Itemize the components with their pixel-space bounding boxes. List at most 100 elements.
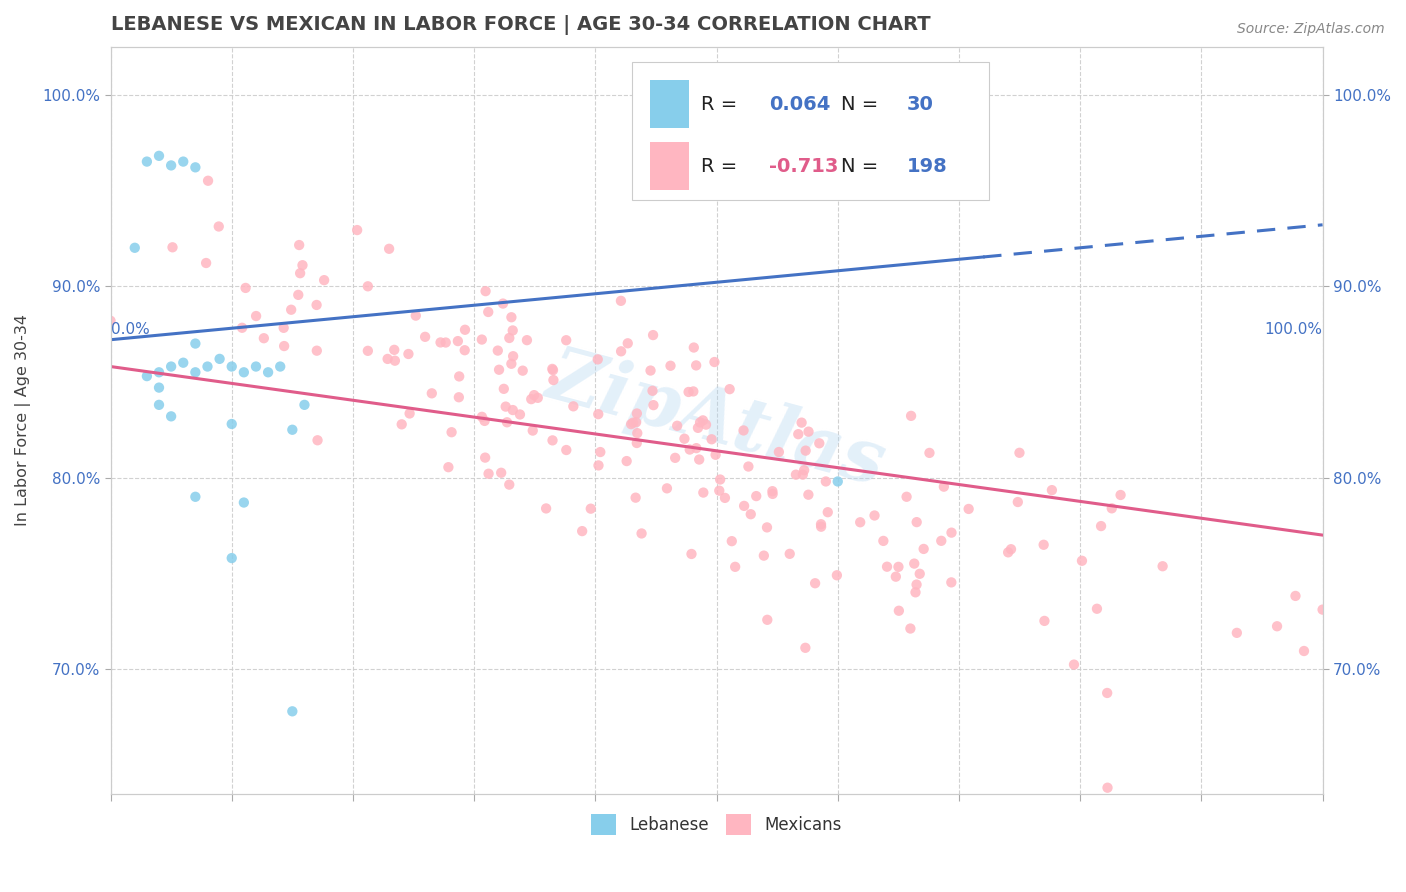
Point (281, 423, 304, 437)
Point (733, 499, 755, 513)
Point (630, 526, 652, 541)
Point (740, 507, 762, 521)
Point (666, 418, 689, 433)
Point (695, 417, 717, 432)
Point (221, 359, 243, 374)
Point (1032, 538, 1054, 552)
Point (160, 158, 183, 172)
Point (810, 517, 832, 532)
Point (905, 515, 928, 529)
Point (1008, 446, 1031, 460)
Point (756, 520, 779, 534)
Point (543, 373, 565, 387)
Point (314, 273, 336, 287)
Point (673, 432, 696, 446)
Point (273, 339, 295, 353)
Point (797, 425, 820, 439)
Point (904, 585, 927, 599)
Point (1033, 614, 1056, 628)
Point (541, 363, 564, 377)
Point (787, 427, 810, 442)
Point (501, 357, 523, 371)
Point (541, 362, 564, 376)
Point (825, 568, 848, 582)
Point (616, 336, 638, 351)
Point (405, 309, 427, 323)
Point (437, 460, 460, 475)
Point (534, 501, 557, 516)
Point (391, 417, 413, 432)
Point (641, 328, 664, 343)
Point (688, 452, 710, 467)
Point (709, 483, 731, 498)
Point (588, 458, 610, 473)
Point (489, 466, 512, 480)
Point (752, 549, 775, 563)
FancyBboxPatch shape (631, 62, 990, 200)
Point (903, 557, 925, 571)
Point (714, 491, 737, 505)
Point (808, 436, 831, 450)
Point (232, 495, 254, 509)
Point (135, 369, 157, 384)
Point (941, 575, 963, 590)
Point (245, 309, 267, 323)
Point (872, 533, 894, 548)
Point (454, 323, 477, 337)
Point (1284, 589, 1306, 603)
Point (1090, 519, 1112, 533)
Point (377, 351, 399, 366)
Point (541, 434, 564, 448)
Point (588, 407, 610, 421)
Point (495, 400, 517, 414)
Point (686, 421, 709, 435)
Point (685, 359, 707, 373)
Point (197, 174, 219, 188)
Point (1007, 495, 1029, 509)
Point (1000, 542, 1022, 557)
Point (184, 161, 207, 175)
Point (768, 445, 790, 459)
Point (1095, 686, 1118, 700)
Point (1085, 601, 1108, 615)
Text: 30: 30 (907, 95, 934, 113)
Point (305, 343, 328, 358)
Point (762, 487, 785, 501)
Point (1063, 657, 1085, 672)
Point (827, 475, 849, 489)
Point (396, 347, 419, 361)
Point (810, 519, 832, 533)
Point (429, 335, 451, 350)
Point (887, 604, 910, 618)
Point (692, 485, 714, 500)
Point (486, 343, 509, 358)
Legend: Lebanese, Mexicans: Lebanese, Mexicans (585, 808, 848, 841)
Point (291, 258, 314, 272)
Point (610, 293, 633, 308)
Point (471, 409, 494, 424)
Point (793, 463, 815, 477)
Point (135, 154, 157, 169)
Point (761, 484, 783, 499)
Point (384, 353, 406, 368)
Point (447, 390, 470, 404)
Point (664, 450, 686, 465)
Point (929, 533, 952, 548)
Text: 0.064: 0.064 (769, 95, 830, 113)
Point (440, 425, 463, 440)
Point (586, 352, 609, 367)
Point (522, 424, 544, 438)
Point (626, 407, 648, 421)
Point (626, 436, 648, 450)
Point (703, 355, 725, 369)
Point (305, 298, 328, 312)
Text: -0.713: -0.713 (769, 157, 838, 176)
Point (184, 490, 207, 504)
Point (724, 559, 747, 574)
Point (790, 416, 813, 430)
Point (148, 365, 170, 379)
Point (849, 515, 872, 529)
Point (273, 321, 295, 335)
Point (231, 320, 253, 334)
Point (184, 336, 207, 351)
